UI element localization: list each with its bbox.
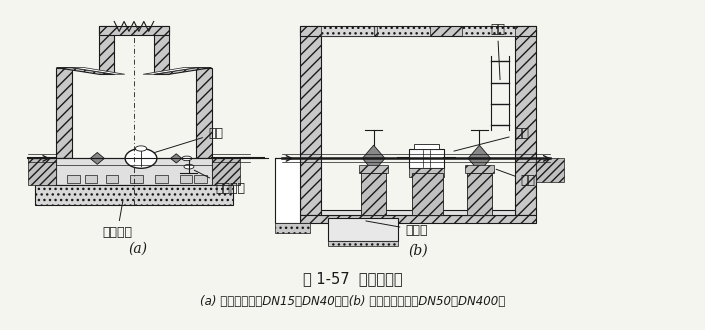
Text: (a): (a) bbox=[128, 242, 147, 256]
Bar bbox=[180, 175, 192, 183]
Bar bbox=[67, 175, 80, 183]
Text: 图 1-57  水表井做法: 图 1-57 水表井做法 bbox=[302, 271, 403, 286]
Bar bbox=[196, 68, 211, 158]
Polygon shape bbox=[362, 145, 385, 158]
Bar bbox=[361, 173, 386, 214]
Bar bbox=[275, 158, 300, 223]
Bar bbox=[321, 210, 515, 215]
Bar bbox=[130, 175, 143, 183]
Bar bbox=[155, 175, 168, 183]
Polygon shape bbox=[468, 145, 491, 158]
Text: 集水坑: 集水坑 bbox=[366, 221, 428, 237]
Bar bbox=[462, 26, 515, 36]
Polygon shape bbox=[56, 68, 114, 74]
Bar bbox=[212, 158, 240, 185]
Bar bbox=[536, 158, 564, 182]
Text: 支墩: 支墩 bbox=[496, 169, 535, 187]
Bar bbox=[328, 218, 398, 241]
Polygon shape bbox=[468, 158, 491, 172]
Polygon shape bbox=[90, 152, 104, 164]
Bar bbox=[56, 68, 72, 158]
Bar bbox=[99, 26, 114, 74]
Polygon shape bbox=[72, 68, 125, 74]
Bar bbox=[194, 175, 207, 183]
Bar bbox=[321, 26, 374, 36]
Bar bbox=[275, 223, 310, 233]
Bar bbox=[409, 168, 444, 177]
Polygon shape bbox=[143, 68, 196, 74]
Text: (b): (b) bbox=[408, 244, 427, 258]
Circle shape bbox=[182, 156, 192, 161]
Bar bbox=[300, 214, 536, 223]
Bar bbox=[275, 158, 300, 182]
Bar bbox=[300, 26, 321, 215]
Bar bbox=[28, 158, 56, 185]
Text: 泄水水嘴: 泄水水嘴 bbox=[195, 170, 245, 195]
Text: 水表: 水表 bbox=[154, 127, 223, 153]
Bar bbox=[465, 165, 494, 173]
Bar bbox=[56, 158, 212, 185]
Bar bbox=[377, 26, 430, 36]
Bar bbox=[85, 175, 97, 183]
Circle shape bbox=[184, 164, 194, 169]
Ellipse shape bbox=[125, 148, 157, 168]
Polygon shape bbox=[171, 154, 182, 163]
Bar bbox=[515, 26, 536, 215]
Bar bbox=[409, 149, 444, 168]
Text: (a) 无地下水时（DN15～DN40）；(b) 无旁通水表井（DN50～DN400）: (a) 无地下水时（DN15～DN40）；(b) 无旁通水表井（DN50～DN4… bbox=[200, 295, 505, 309]
Bar bbox=[300, 26, 536, 36]
Text: 水表: 水表 bbox=[454, 127, 529, 151]
Bar bbox=[106, 175, 118, 183]
Circle shape bbox=[135, 146, 147, 151]
Polygon shape bbox=[154, 68, 212, 74]
Text: 卵石垫层: 卵石垫层 bbox=[102, 201, 133, 239]
Bar bbox=[328, 241, 398, 246]
Bar bbox=[467, 173, 492, 214]
Text: 爬梯: 爬梯 bbox=[490, 22, 505, 80]
Bar bbox=[35, 185, 233, 205]
Bar bbox=[99, 26, 169, 35]
Bar bbox=[154, 26, 169, 74]
Bar bbox=[412, 173, 443, 214]
Bar bbox=[414, 144, 439, 149]
Bar bbox=[359, 165, 388, 173]
Polygon shape bbox=[362, 158, 385, 172]
